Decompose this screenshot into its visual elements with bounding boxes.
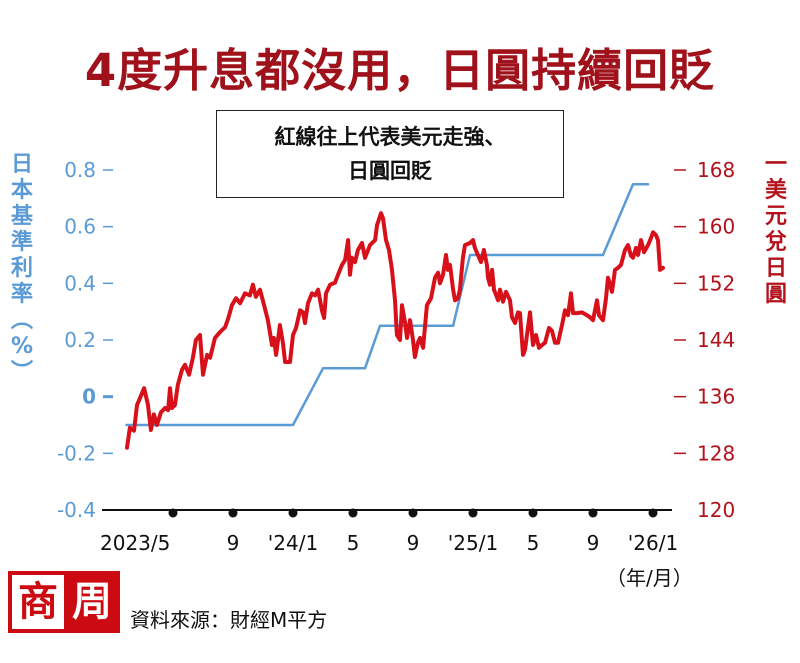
x-axis-unit: （年/月）: [606, 566, 693, 590]
right-axis-title: 一美元兌日圓: [762, 152, 790, 308]
right-axis-title-char: 圓: [764, 282, 787, 307]
annotation-line-1: 紅線往上代表美元走強、: [274, 125, 506, 149]
left-tick-label: 0.8: [64, 158, 96, 182]
right-axis-title-char: 一: [764, 152, 787, 177]
chart-title: 4度升息都沒用，日圓持續回貶: [84, 44, 716, 97]
right-axis-title-char: 兌: [764, 230, 787, 255]
right-tick-label: 128: [697, 441, 735, 465]
x-tick-dot: [228, 508, 238, 518]
interest-rate-line: [125, 182, 650, 427]
left-tick-label: -0.2: [57, 441, 96, 465]
x-tick-dot: [348, 508, 358, 518]
x-tick-label: '25/1: [448, 531, 498, 555]
left-tick-label: -0.4: [57, 498, 96, 522]
left-axis-title-char: 本: [10, 178, 33, 203]
left-tick-label: 0: [82, 385, 96, 409]
x-tick-label: 9: [587, 531, 600, 555]
x-tick-dot: [528, 508, 538, 518]
left-axis-title-char: ︶: [10, 360, 33, 385]
x-tick-dot: [588, 508, 598, 518]
x-tick-dot: [468, 508, 478, 518]
right-tick-label: 152: [697, 271, 735, 295]
logo-char-2: 周: [72, 579, 112, 625]
left-axis-title: 日本基準利率 ︵% ︶: [8, 152, 36, 386]
data-source: 資料來源：財經M平方: [130, 608, 328, 632]
usd-jpy-line: [125, 211, 665, 450]
right-axis-title-char: 元: [764, 204, 787, 229]
x-tick-label: '26/1: [628, 531, 678, 555]
left-axis-title-char: 率: [10, 282, 33, 307]
x-tick-dot: [408, 508, 418, 518]
x-tick-dot: [648, 508, 658, 518]
x-tick-label: 2023/5: [100, 531, 170, 555]
publisher-logo: 商 周: [8, 571, 120, 633]
x-tick-label: 5: [527, 531, 540, 555]
x-tick-label: '24/1: [268, 531, 318, 555]
x-tick-label: 9: [407, 531, 420, 555]
right-tick-label: 136: [697, 385, 735, 409]
left-axis-title-char: 利: [10, 256, 33, 281]
x-tick-dot: [288, 508, 298, 518]
logo-char-1: 商: [12, 575, 64, 629]
right-axis-title-char: 日: [764, 256, 787, 281]
left-axis-title-char: ︵: [10, 308, 33, 333]
right-tick-label: 144: [697, 328, 735, 352]
x-tick-label: 9: [227, 531, 240, 555]
left-tick-label: 0.4: [64, 271, 96, 295]
right-tick-label: 120: [697, 498, 735, 522]
left-tick-label: 0.2: [64, 328, 96, 352]
left-tick-label: 0.6: [64, 215, 96, 239]
x-tick-dot: [168, 508, 178, 518]
right-tick-label: 168: [697, 158, 735, 182]
right-tick-label: 160: [697, 215, 735, 239]
right-axis-title-char: 美: [764, 178, 787, 203]
left-axis-title-char: 日: [10, 152, 33, 177]
left-axis-title-char: 準: [10, 230, 33, 255]
left-axis-title-char: 基: [10, 204, 33, 229]
annotation-line-2: 日圓回貶: [348, 159, 432, 183]
annotation-box: 紅線往上代表美元走強、 日圓回貶: [216, 110, 564, 198]
x-tick-label: 5: [347, 531, 360, 555]
left-axis-title-char: %: [10, 334, 34, 359]
